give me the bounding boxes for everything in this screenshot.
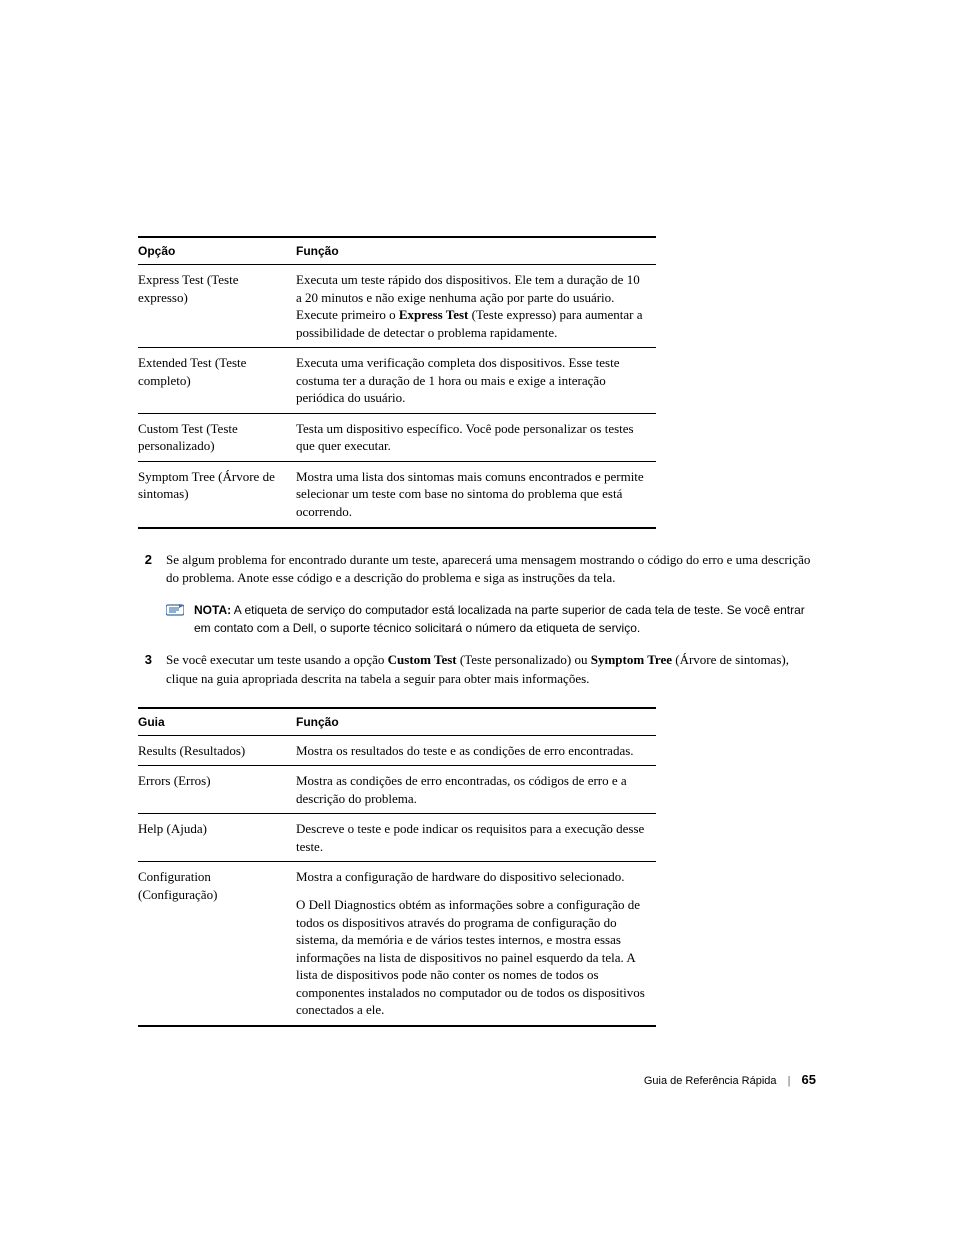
function-cell: Mostra as condições de erro encontradas,… [296, 766, 656, 814]
option-cell: Symptom Tree (Árvore de sintomas) [138, 461, 296, 527]
function-cell: Mostra a configuração de hardware do dis… [296, 862, 656, 1026]
table-row: Configuration (Configuração) Mostra a co… [138, 862, 656, 1026]
table-header-tab: Guia [138, 708, 296, 736]
step-body: Se você executar um teste usando a opção… [166, 651, 816, 689]
step-number: 2 [138, 551, 152, 589]
page-footer: Guia de Referência Rápida | 65 [644, 1072, 816, 1087]
table-row: Custom Test (Teste personalizado) Testa … [138, 413, 656, 461]
note-label: NOTA: [194, 603, 231, 617]
option-cell: Extended Test (Teste completo) [138, 348, 296, 414]
table-row: Help (Ajuda) Descreve o teste e pode ind… [138, 814, 656, 862]
tab-cell: Help (Ajuda) [138, 814, 296, 862]
note-text: NOTA: A etiqueta de serviço do computado… [194, 602, 816, 637]
tab-cell: Errors (Erros) [138, 766, 296, 814]
step-list: 2 Se algum problema for encontrado duran… [138, 551, 816, 689]
function-cell: Executa um teste rápido dos dispositivos… [296, 265, 656, 348]
footer-title: Guia de Referência Rápida [644, 1075, 777, 1087]
table-header-function: Função [296, 237, 656, 265]
function-cell: Executa uma verificação completa dos dis… [296, 348, 656, 414]
options-table: Opção Função Express Test (Teste express… [138, 236, 656, 529]
tab-cell: Results (Resultados) [138, 735, 296, 766]
table-row: Extended Test (Teste completo) Executa u… [138, 348, 656, 414]
table-header-row: Guia Função [138, 708, 656, 736]
step-number: 3 [138, 651, 152, 689]
table-row: Symptom Tree (Árvore de sintomas) Mostra… [138, 461, 656, 527]
footer-separator: | [788, 1075, 791, 1087]
note-block: NOTA: A etiqueta de serviço do computado… [166, 602, 816, 637]
step-body: Se algum problema for encontrado durante… [166, 551, 816, 589]
page-number: 65 [802, 1072, 816, 1087]
tabs-table: Guia Função Results (Resultados) Mostra … [138, 707, 656, 1027]
option-cell: Custom Test (Teste personalizado) [138, 413, 296, 461]
function-cell: Mostra os resultados do teste e as condi… [296, 735, 656, 766]
table-row: Errors (Erros) Mostra as condições de er… [138, 766, 656, 814]
function-cell: Testa um dispositivo específico. Você po… [296, 413, 656, 461]
table-header-option: Opção [138, 237, 296, 265]
option-cell: Express Test (Teste expresso) [138, 265, 296, 348]
function-cell: Mostra uma lista dos sintomas mais comun… [296, 461, 656, 527]
table-row: Express Test (Teste expresso) Executa um… [138, 265, 656, 348]
page-content: Opção Função Express Test (Teste express… [138, 236, 816, 1027]
step-2: 2 Se algum problema for encontrado duran… [138, 551, 816, 589]
tab-cell: Configuration (Configuração) [138, 862, 296, 1026]
note-icon [166, 602, 184, 637]
function-cell: Descreve o teste e pode indicar os requi… [296, 814, 656, 862]
step-3: 3 Se você executar um teste usando a opç… [138, 651, 816, 689]
table-row: Results (Resultados) Mostra os resultado… [138, 735, 656, 766]
table-header-row: Opção Função [138, 237, 656, 265]
table-header-function: Função [296, 708, 656, 736]
